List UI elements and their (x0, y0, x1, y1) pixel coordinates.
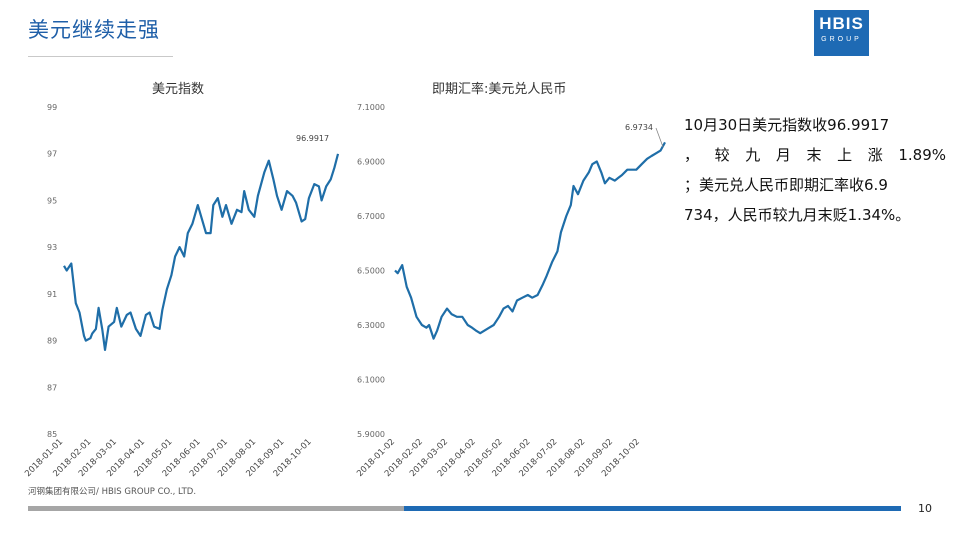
chart2-ytick-label: 6.7000 (357, 212, 385, 221)
source-note: 河钢集团有限公司/ HBIS GROUP CO., LTD. (28, 487, 197, 497)
chart1-title: 美元指数 (152, 82, 205, 97)
logo-sub-text: GROUP (821, 36, 862, 43)
commentary-text: 10月30日美元指数收96.9917 ， 较 九 月 末 上 涨 1.89% ；… (684, 110, 946, 230)
chart2-ytick-label: 6.5000 (357, 267, 385, 276)
logo-main-text: HBIS (819, 14, 864, 33)
footer-bar-gray (28, 506, 404, 511)
slide-title: 美元继续走强 (28, 18, 160, 42)
chart1-ytick-label: 87 (47, 383, 57, 392)
company-logo: HBIS GROUP (814, 10, 869, 56)
page-number: 10 (918, 502, 932, 515)
commentary-line-4: 734，人民币较九月末贬1.34%。 (684, 206, 911, 224)
chart1-ytick-label: 97 (47, 150, 57, 159)
chart2-ytick-label: 7.1000 (357, 103, 385, 112)
commentary-line-1: 10月30日美元指数收96.9917 (684, 116, 890, 134)
commentary-line-2: ， 较 九 月 末 上 涨 1.89% (684, 146, 946, 164)
footer-bar-blue (404, 506, 901, 511)
chart2-ytick-label: 5.9000 (357, 430, 385, 439)
chart1-ytick-label: 95 (47, 196, 57, 205)
chart2-series-line (394, 141, 666, 340)
chart2-ytick-label: 6.3000 (357, 321, 385, 330)
chart2-ytick-label: 6.1000 (357, 376, 385, 385)
chart1-ytick-label: 91 (47, 290, 57, 299)
chart2-annotation-connector (655, 127, 664, 148)
chart1-last-value-label: 96.9917 (296, 134, 329, 143)
chart1-series-line (63, 153, 340, 351)
chart1-ytick-label: 89 (47, 337, 57, 346)
title-divider (28, 56, 173, 57)
chart1-ytick-label: 85 (47, 430, 57, 439)
chart2-last-value-label: 6.9734 (625, 123, 653, 132)
commentary-line-3: ；美元兑人民币即期汇率收6.9 (684, 176, 888, 194)
chart1-ytick-label: 99 (47, 103, 57, 112)
chart2-ytick-label: 6.9000 (357, 158, 385, 167)
chart1-ytick-label: 93 (47, 243, 57, 252)
chart2-title: 即期汇率:美元兑人民币 (432, 82, 567, 97)
